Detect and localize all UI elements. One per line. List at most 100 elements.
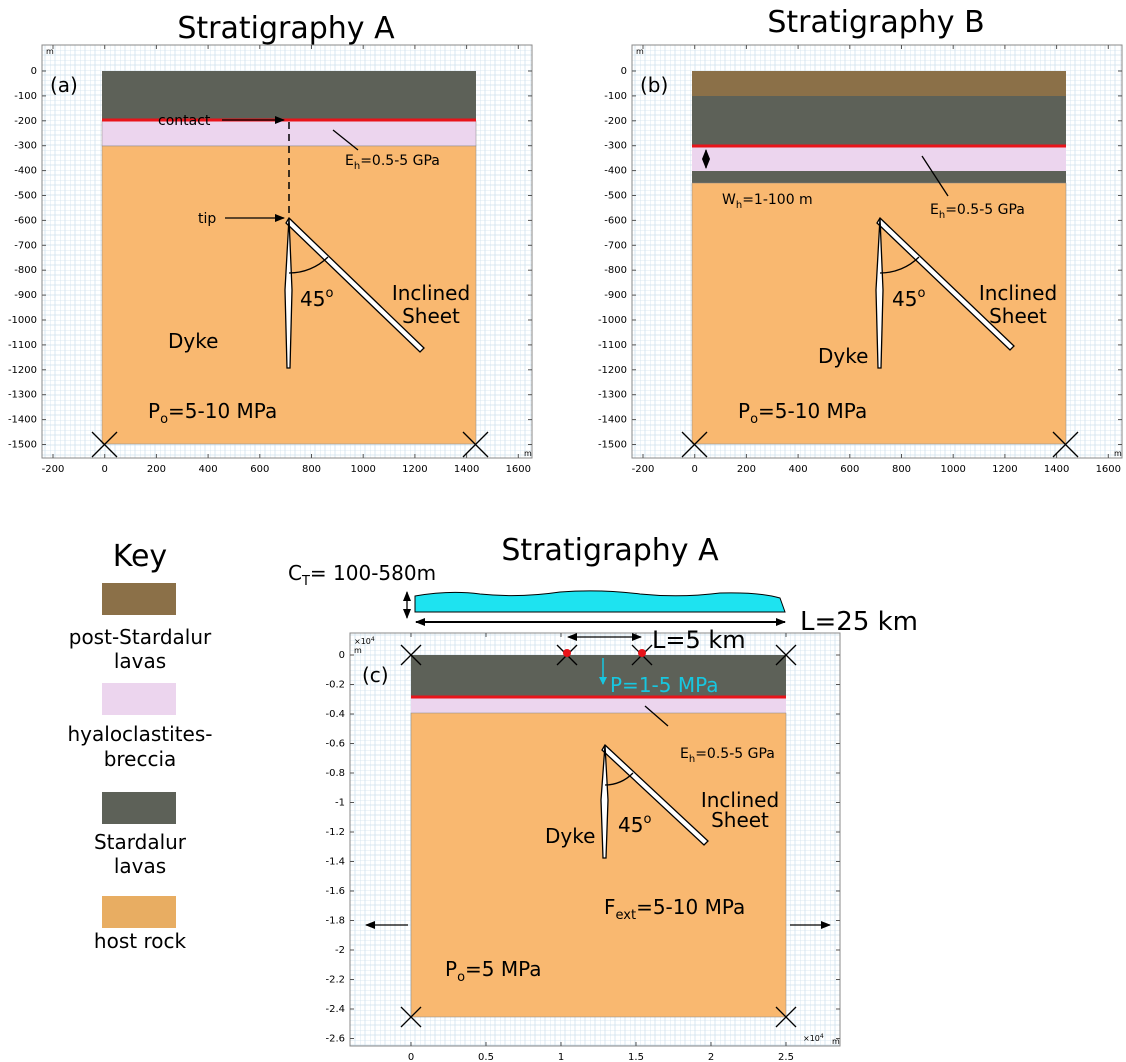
key-label: hyaloclastites-	[68, 722, 213, 746]
annotation: Po=5-10 MPa	[738, 399, 867, 427]
panel-b: (b) Wh=1-100 m Eh=0.5-5 GPa 45o Inclined…	[640, 71, 1078, 457]
y-tick-label: -800	[14, 265, 37, 276]
layer-hyaloclastite	[411, 697, 786, 713]
y-tick-label: -2.4	[325, 1004, 345, 1015]
annotation: Sheet	[402, 304, 460, 328]
panel-title: Stratigraphy A	[501, 533, 719, 568]
layer-lavas	[692, 171, 1066, 183]
panel-label: (c)	[362, 663, 389, 687]
ice-cover	[415, 591, 785, 612]
y-tick-label: -900	[604, 290, 627, 301]
x-tick-label: 2	[708, 1052, 714, 1062]
y-tick-label: -1500	[8, 440, 37, 451]
annotation: Inclined	[392, 281, 470, 305]
y-tick-label: -1.6	[325, 886, 345, 897]
y-tick-label: -300	[604, 141, 627, 152]
x-tick-label: -200	[632, 464, 655, 475]
key-label: lavas	[114, 649, 166, 673]
annotation: Sheet	[711, 808, 769, 832]
x-tick-label: 0	[692, 464, 698, 475]
axis-unit: m	[1114, 449, 1122, 458]
y-tick-label: -1400	[598, 415, 627, 426]
y-tick-label: -1100	[8, 340, 37, 351]
x-tick-label: 0.5	[478, 1052, 494, 1062]
annotation: Dyke	[168, 329, 218, 353]
key-swatch	[102, 583, 176, 615]
y-tick-label: -100	[14, 91, 37, 102]
layer-lavas	[692, 96, 1066, 146]
y-tick-label: -1.2	[325, 827, 345, 838]
x-tick-label: 200	[737, 464, 756, 475]
y-tick-label: -1.4	[325, 857, 345, 868]
y-tick-label: -1200	[598, 365, 627, 376]
y-tick-label: -1.8	[325, 916, 345, 927]
panel-title: Stratigraphy A	[177, 11, 395, 46]
y-tick-label: -1300	[8, 390, 37, 401]
y-tick-label: -1400	[8, 415, 37, 426]
y-tick-label: 0	[621, 66, 627, 77]
key-swatch	[102, 792, 176, 824]
y-tick-label: -1500	[598, 440, 627, 451]
y-tick-label: -0.2	[325, 680, 345, 691]
y-tick-label: -0.4	[325, 709, 345, 720]
y-tick-label: -1100	[598, 340, 627, 351]
y-tick-label: -400	[14, 166, 37, 177]
x-tick-label: 1	[558, 1052, 564, 1062]
axis-unit: m	[354, 646, 362, 655]
y-tick-label: -1200	[8, 365, 37, 376]
annotation: Inclined	[979, 281, 1057, 305]
y-tick-label: -300	[14, 141, 37, 152]
annotation: CT= 100-580m	[288, 561, 436, 589]
x-tick-label: 400	[199, 464, 218, 475]
x-tick-label: 1400	[454, 464, 479, 475]
y-tick-label: -0.8	[325, 768, 345, 779]
y-tick-label: -700	[604, 240, 627, 251]
annotation: contact	[158, 113, 211, 129]
load-point	[563, 649, 571, 657]
y-tick-label: -1000	[8, 315, 37, 326]
x-tick-label: 600	[840, 464, 859, 475]
x-tick-label: 200	[147, 464, 166, 475]
y-tick-label: 0	[31, 66, 37, 77]
y-tick-label: -1000	[598, 315, 627, 326]
key-label: Stardalur	[94, 830, 187, 854]
annotation: Sheet	[989, 304, 1047, 328]
y-tick-label: -600	[604, 215, 627, 226]
annotation: Dyke	[545, 824, 595, 848]
y-tick-label: -100	[604, 91, 627, 102]
y-tick-label: -1	[335, 798, 345, 809]
y-tick-label: -400	[604, 166, 627, 177]
figure: Stratigraphy A Stratigraphy B Stratigrap…	[0, 0, 1126, 1062]
axis-unit: m	[46, 47, 54, 56]
key-swatch	[102, 896, 176, 928]
annotation: P=1-5 MPa	[610, 673, 719, 697]
x-tick-label: 800	[892, 464, 911, 475]
key-label: breccia	[104, 747, 177, 771]
x-tick-label: 2.5	[778, 1052, 794, 1062]
x-tick-label: 1000	[940, 464, 965, 475]
panel-title: Stratigraphy B	[767, 5, 984, 40]
x-tick-label: 1200	[402, 464, 427, 475]
annotation: L=5 km	[652, 626, 746, 654]
x-tick-label: 1600	[1096, 464, 1121, 475]
y-tick-label: -600	[14, 215, 37, 226]
y-tick-label: -200	[604, 116, 627, 127]
layer-lavas	[411, 655, 786, 697]
x-tick-label: 800	[302, 464, 321, 475]
y-tick-label: -500	[14, 191, 37, 202]
y-tick-label: -700	[14, 240, 37, 251]
y-tick-label: -0.6	[325, 739, 345, 750]
y-tick-label: -2.6	[325, 1034, 345, 1045]
x-tick-label: 1600	[506, 464, 531, 475]
x-tick-label: 1200	[992, 464, 1017, 475]
y-tick-label: -500	[604, 191, 627, 202]
axis-unit: m	[832, 1037, 840, 1046]
y-tick-label: 0	[339, 650, 345, 661]
x-tick-label: 0	[102, 464, 108, 475]
x-tick-label: 1000	[350, 464, 375, 475]
x-tick-label: 1400	[1044, 464, 1069, 475]
key: Key post-Stardalur lavas hyaloclastites-…	[68, 539, 213, 953]
key-label: lavas	[114, 854, 166, 878]
y-tick-label: -2	[335, 945, 345, 956]
load-point	[638, 649, 646, 657]
